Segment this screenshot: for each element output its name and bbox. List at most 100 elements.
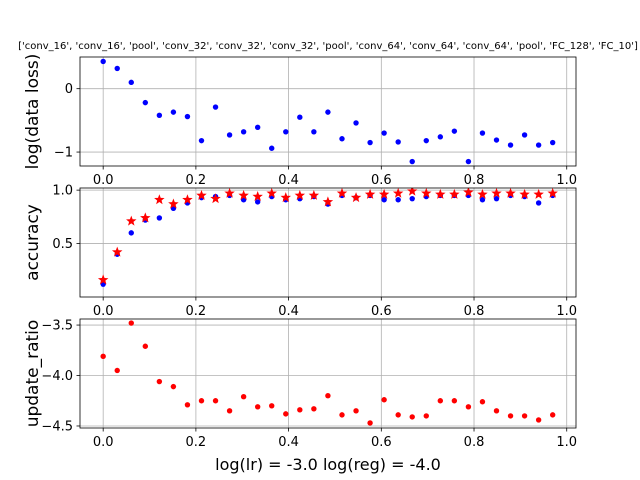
data-point-star (252, 191, 263, 201)
data-point-star (224, 188, 235, 198)
data-point-star (294, 189, 306, 200)
data-point (423, 413, 429, 419)
plot-frame (79, 318, 577, 429)
x-tick-label: 1.0 (556, 435, 577, 450)
data-point (395, 412, 401, 418)
data-point (409, 195, 415, 202)
data-point (240, 394, 247, 400)
data-point (381, 397, 387, 403)
y-tick-label: −4.5 (41, 419, 73, 434)
data-point (170, 109, 177, 115)
data-point (381, 130, 387, 136)
data-point (198, 398, 205, 404)
y-tick-label: 0.5 (52, 237, 73, 252)
y-axis-label: accuracy (23, 204, 43, 281)
data-point (465, 158, 472, 165)
data-point-star (322, 196, 334, 207)
plot-frame (79, 187, 577, 298)
data-point (283, 129, 289, 135)
data-point-star (463, 188, 474, 197)
data-point (100, 58, 106, 65)
x-tick-label: 0.6 (371, 435, 392, 450)
data-point-star (533, 188, 544, 199)
data-point-star (505, 188, 516, 198)
data-point-star (336, 188, 348, 198)
data-point-star (477, 188, 488, 199)
data-point (507, 413, 514, 419)
data-point-star (168, 198, 179, 209)
x-tick-label: 0.2 (186, 173, 207, 188)
data-point (156, 215, 163, 221)
chart-title: ['conv_16', 'conv_16', 'pool', 'conv_32'… (18, 41, 638, 52)
data-point (156, 378, 163, 385)
y-tick-label: −1 (54, 146, 73, 161)
data-point (535, 417, 542, 423)
data-point (254, 199, 261, 205)
data-point (128, 230, 134, 236)
data-point (521, 132, 528, 138)
data-point (353, 120, 359, 126)
x-tick-label: 0.6 (371, 304, 392, 319)
data-point (297, 114, 303, 120)
data-point (184, 113, 191, 120)
data-point (479, 130, 486, 136)
x-tick-label: 0.2 (186, 435, 207, 450)
x-tick-label: 0.0 (93, 304, 114, 319)
data-point (198, 137, 205, 144)
y-tick-label: −3.5 (41, 319, 73, 334)
data-point (240, 129, 247, 135)
data-point (114, 367, 120, 374)
x-tick-label: 0.8 (464, 173, 485, 188)
panel-loss: ['conv_16', 'conv_16', 'pool', 'conv_32'… (18, 41, 638, 188)
x-tick-label: 0.2 (186, 304, 207, 319)
data-points (100, 320, 556, 426)
data-point (128, 320, 134, 326)
data-point (493, 137, 500, 143)
y-axis-label: update_ratio (23, 320, 43, 428)
x-tick-label: 1.0 (556, 304, 577, 319)
x-tick-label: 0.0 (93, 173, 114, 188)
data-point (409, 158, 415, 165)
data-point (465, 404, 472, 410)
x-tick-label: 0.8 (464, 435, 485, 450)
panel-update-ratio: 0.0 0.2 0.4 0.6 0.8 1.0 −3.5 −4.0 −4.5update_rat… (23, 319, 577, 474)
x-tick-label: 0.8 (464, 304, 485, 319)
x-tick-label: 1.0 (556, 173, 577, 188)
data-point (142, 99, 149, 106)
data-point (395, 197, 401, 203)
data-point-star (196, 189, 207, 200)
data-point (226, 132, 233, 138)
data-point (353, 408, 359, 414)
data-point-star (449, 188, 460, 199)
data-point (254, 404, 261, 410)
x-tick-label: 0.6 (371, 173, 392, 188)
data-point-star (519, 188, 530, 199)
data-point-star (308, 189, 320, 200)
data-point-star (111, 246, 123, 257)
data-point-star (491, 188, 502, 198)
data-point (311, 406, 317, 412)
data-point (212, 398, 219, 404)
data-point (367, 139, 373, 146)
y-tick-label: 0 (65, 82, 73, 97)
data-point-star (421, 188, 432, 198)
panel-accuracy: 0.0 0.2 0.4 0.6 0.8 1.0 0.5 1.0 accuracy (23, 184, 577, 319)
data-point (549, 412, 556, 418)
data-point (535, 200, 542, 206)
x-tick-label: 0.4 (278, 173, 299, 188)
data-point-star (435, 188, 446, 199)
data-point (156, 112, 163, 119)
y-tick-label: 1.0 (52, 184, 73, 199)
data-point-star (392, 188, 404, 198)
x-tick-label: 0.4 (278, 304, 299, 319)
data-point (283, 411, 289, 417)
data-point (451, 128, 458, 134)
data-point-star (210, 193, 221, 204)
data-point (114, 65, 120, 72)
data-point (212, 104, 219, 110)
data-point (381, 197, 387, 203)
data-point (479, 399, 486, 405)
data-point-star (378, 188, 390, 199)
data-point (339, 412, 345, 418)
